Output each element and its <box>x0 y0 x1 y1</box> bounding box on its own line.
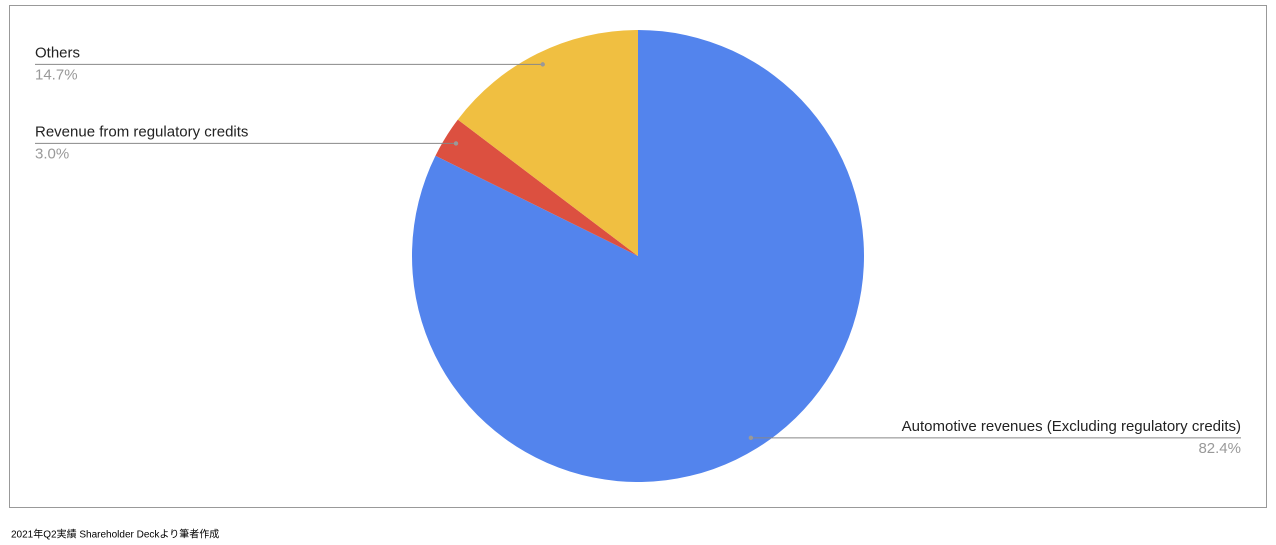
leader-dot <box>453 141 459 146</box>
pie-slice <box>457 30 638 256</box>
pie <box>412 30 864 483</box>
slice-label: Automotive revenues (Excluding regulator… <box>902 418 1241 435</box>
pie-slice <box>435 119 638 256</box>
slice-label: Revenue from regulatory credits <box>35 123 248 140</box>
slice-value: 3.0% <box>35 145 69 162</box>
leader-dot <box>748 435 754 441</box>
slice-value: 82.4% <box>1198 440 1241 457</box>
slice-label: Others <box>35 44 80 61</box>
leader-dot <box>540 62 545 67</box>
caption: 2021年Q2実績 Shareholder Deckより筆者作成 <box>11 528 219 541</box>
slice-value: 14.7% <box>35 66 78 83</box>
labels: Automotive revenues (Excluding regulator… <box>35 44 1241 457</box>
